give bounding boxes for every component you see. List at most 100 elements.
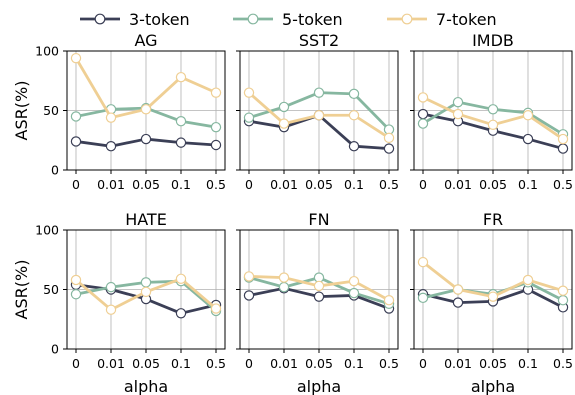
panel-title: FR [483,210,503,229]
legend-label: 5-token [282,10,343,29]
series-7-token [70,273,222,315]
data-point [348,140,360,152]
data-point [313,87,325,98]
data-point [243,271,255,282]
x-tick-label: 0.5 [379,177,399,192]
chart-panel-imdb: 0 0.01 0.05 0.1 0.5 IMDB [410,31,573,192]
data-point [557,285,569,296]
series-7-token [70,52,222,123]
data-point [175,116,187,127]
series-7-token [417,92,569,145]
series-3-token [70,133,222,152]
panel-title: IMDB [472,31,514,50]
data-point [417,256,429,268]
y-tick-label: 100 [35,223,59,238]
data-point [140,104,152,115]
data-point [70,136,82,147]
y-axis-label: ASR(%) [12,81,31,141]
data-point [487,291,499,302]
x-tick-label: 0.05 [305,177,333,192]
data-point [140,133,152,145]
data-point [70,289,82,300]
data-point [383,295,395,306]
data-point [417,92,429,103]
data-point [105,112,117,123]
legend-marker [94,13,106,25]
data-point [105,304,117,315]
data-point [140,286,152,298]
data-point [383,132,395,144]
data-point [278,272,290,283]
data-point [210,139,222,151]
x-tick-label: 0.01 [444,356,472,371]
data-point [105,281,117,293]
data-point [70,52,82,64]
data-point [383,143,395,154]
chart-panel-hate: 0 50 100 0 0.01 0.05 0.1 0.5 HATE ASR(%) alpha [12,210,226,395]
x-tick-label: 0.1 [518,177,538,192]
x-tick-label: 0.1 [344,177,364,192]
x-tick-label: 0.5 [553,177,573,192]
x-tick-label: 0.1 [171,356,191,371]
x-tick-label: 0.5 [206,177,226,192]
y-tick-label: 0 [51,163,59,178]
data-point [175,273,187,284]
legend-marker [247,13,259,25]
x-tick-label: 0.05 [132,356,160,371]
x-tick-label: 0 [245,356,253,371]
y-tick-label: 0 [51,342,59,357]
x-tick-label: 0.01 [444,177,472,192]
data-point [557,133,569,145]
x-tick-label: 0.01 [97,356,125,371]
data-point [313,280,325,292]
data-point [175,137,187,148]
data-point [417,118,429,129]
x-tick-label: 0.1 [518,356,538,371]
data-point [278,281,290,293]
legend-label: 3-token [129,10,190,29]
data-point [210,87,222,98]
x-tick-label: 0.05 [479,177,507,192]
data-point [313,110,325,121]
x-axis-label: alpha [297,377,341,395]
x-tick-label: 0.01 [270,356,298,371]
x-axis-label: alpha [471,377,515,395]
data-point [348,287,360,299]
data-point [417,292,429,304]
chart-panel-fr: 0 0.01 0.05 0.1 0.5 FR alpha [410,210,573,395]
x-tick-label: 0.5 [379,356,399,371]
data-point [140,277,152,288]
panel-title: AG [134,31,157,50]
legend-marker [401,13,413,25]
x-tick-label: 0 [419,177,427,192]
data-point [243,112,255,123]
data-point [175,308,187,319]
chart-panel-ag: 0 50 100 0 0.01 0.05 0.1 0.5 AG ASR(%) [12,31,226,192]
data-point [243,87,255,98]
y-tick-label: 100 [35,44,59,59]
x-tick-label: 0.1 [171,177,191,192]
y-tick-label: 50 [43,282,59,297]
series-3-token [417,108,569,154]
x-tick-label: 0.5 [553,356,573,371]
x-tick-label: 0 [72,356,80,371]
legend-entry: 3-token [80,10,190,29]
legend-entry: 5-token [233,10,343,29]
data-point [522,133,534,145]
chart-panel-sst2: 0 0.01 0.05 0.1 0.5 SST2 [236,31,399,192]
data-point [522,110,534,121]
x-tick-label: 0 [245,177,253,192]
series-7-token [243,271,395,306]
x-tick-label: 0.05 [479,356,507,371]
data-point [348,88,360,100]
data-point [522,274,534,286]
data-point [210,121,222,133]
x-tick-label: 0.05 [305,356,333,371]
data-point [105,140,117,152]
series-5-token [243,87,395,135]
x-tick-label: 0.05 [132,177,160,192]
legend: 3-token 5-token 7-token [80,10,497,29]
data-point [70,274,82,286]
y-tick-label: 50 [43,103,59,118]
